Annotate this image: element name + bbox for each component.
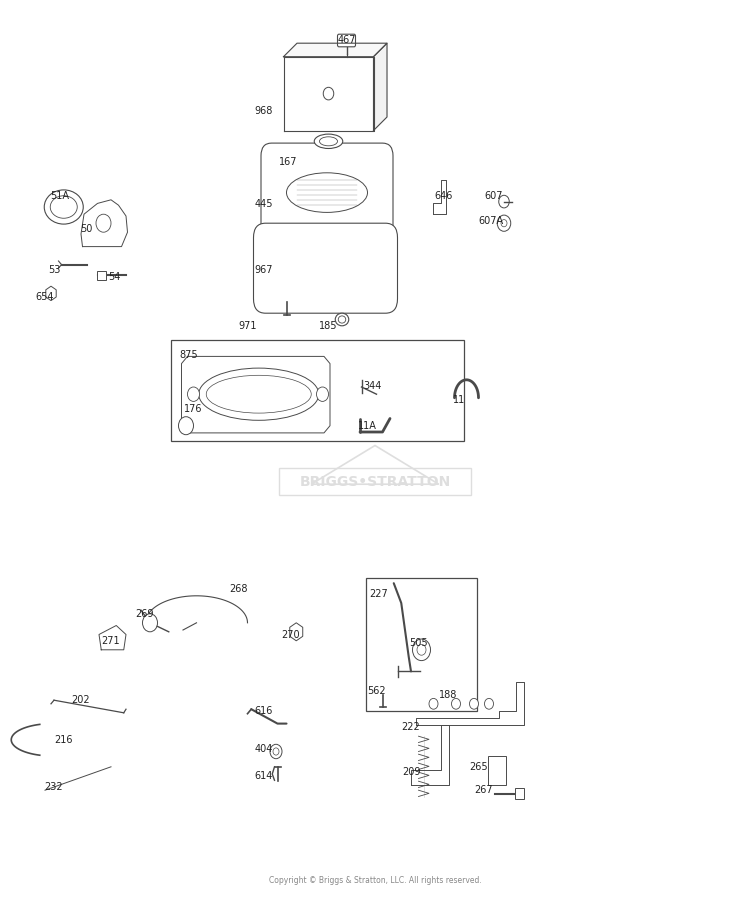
FancyBboxPatch shape: [366, 578, 477, 711]
Text: 616: 616: [255, 706, 273, 716]
FancyBboxPatch shape: [261, 143, 393, 242]
Circle shape: [452, 698, 460, 709]
Text: 445: 445: [255, 199, 273, 210]
Text: 227: 227: [369, 589, 388, 599]
Ellipse shape: [314, 134, 343, 148]
Polygon shape: [433, 180, 445, 214]
FancyBboxPatch shape: [515, 788, 524, 799]
Text: 50: 50: [80, 224, 92, 235]
FancyBboxPatch shape: [338, 34, 356, 47]
Polygon shape: [411, 724, 448, 785]
Text: 51A: 51A: [50, 191, 70, 202]
Text: 11: 11: [453, 395, 465, 406]
Text: 467: 467: [338, 34, 356, 45]
Ellipse shape: [199, 368, 319, 420]
Text: 216: 216: [55, 734, 73, 745]
Ellipse shape: [320, 137, 338, 146]
Text: 53: 53: [48, 265, 60, 275]
FancyBboxPatch shape: [97, 271, 106, 280]
Circle shape: [188, 387, 200, 401]
Text: 607A: 607A: [478, 215, 503, 226]
Polygon shape: [46, 286, 56, 301]
Text: 344: 344: [364, 381, 382, 392]
Circle shape: [499, 195, 509, 208]
Ellipse shape: [286, 173, 368, 212]
Text: Copyright © Briggs & Stratton, LLC. All rights reserved.: Copyright © Briggs & Stratton, LLC. All …: [268, 876, 482, 885]
Text: 202: 202: [72, 695, 90, 706]
Text: 269: 269: [135, 608, 153, 619]
Text: 267: 267: [475, 785, 493, 796]
Text: 971: 971: [238, 320, 256, 331]
FancyBboxPatch shape: [488, 756, 506, 785]
Text: 222: 222: [402, 722, 421, 733]
Text: 875: 875: [180, 350, 198, 361]
Text: 209: 209: [402, 767, 420, 778]
Polygon shape: [374, 43, 387, 130]
Circle shape: [323, 87, 334, 100]
Circle shape: [497, 215, 511, 231]
Circle shape: [316, 387, 328, 401]
Ellipse shape: [44, 190, 83, 224]
Text: 562: 562: [368, 686, 386, 697]
FancyBboxPatch shape: [254, 223, 398, 313]
Text: 188: 188: [440, 689, 458, 700]
Text: BRIGGS•STRATTON: BRIGGS•STRATTON: [299, 475, 451, 490]
Text: 185: 185: [320, 320, 338, 331]
Circle shape: [470, 698, 478, 709]
Ellipse shape: [338, 316, 346, 323]
Circle shape: [501, 220, 507, 227]
Polygon shape: [284, 57, 374, 130]
Circle shape: [178, 417, 194, 435]
Text: 646: 646: [435, 191, 453, 202]
Polygon shape: [290, 623, 303, 641]
Circle shape: [413, 639, 430, 661]
Text: 11A: 11A: [358, 420, 377, 431]
Text: 614: 614: [255, 770, 273, 781]
Text: 176: 176: [184, 404, 202, 415]
Ellipse shape: [335, 313, 349, 326]
Text: 505: 505: [410, 638, 428, 649]
Circle shape: [273, 748, 279, 755]
Polygon shape: [284, 43, 387, 57]
Ellipse shape: [50, 196, 77, 219]
Polygon shape: [99, 626, 126, 650]
Circle shape: [142, 614, 158, 632]
Text: 232: 232: [45, 782, 63, 793]
Polygon shape: [182, 356, 330, 433]
Circle shape: [484, 698, 494, 709]
Ellipse shape: [206, 375, 311, 413]
Circle shape: [270, 744, 282, 759]
Circle shape: [417, 644, 426, 655]
Text: 404: 404: [255, 743, 273, 754]
Text: 607: 607: [484, 191, 502, 202]
Text: 654: 654: [36, 292, 54, 302]
Text: 968: 968: [255, 105, 273, 116]
Circle shape: [429, 698, 438, 709]
FancyBboxPatch shape: [171, 340, 464, 441]
Polygon shape: [81, 200, 128, 247]
Text: 967: 967: [255, 265, 273, 275]
Text: 270: 270: [282, 629, 300, 640]
Circle shape: [96, 214, 111, 232]
Text: 54: 54: [108, 272, 120, 283]
Text: 167: 167: [279, 157, 297, 167]
Polygon shape: [416, 682, 524, 725]
Text: 265: 265: [470, 761, 488, 772]
Text: 268: 268: [230, 583, 248, 594]
Text: 271: 271: [102, 635, 120, 646]
